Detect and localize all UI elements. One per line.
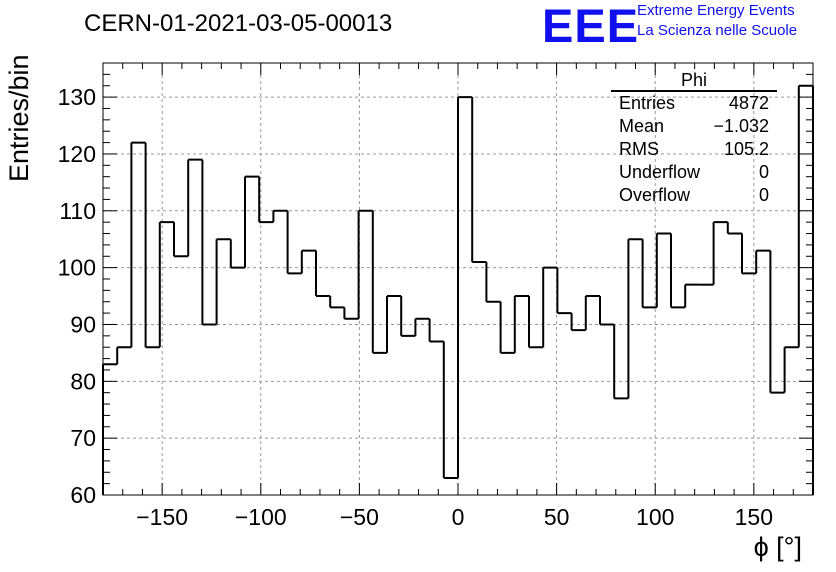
y-tick-label: 90 [70,311,96,337]
histogram-bin [116,346,132,365]
histogram-bin [329,296,345,309]
histogram-bin [300,249,316,274]
histogram-bin [726,222,742,235]
histogram-bin [442,341,458,479]
stats-box: Phi Entries 4872 Mean −1.032 RMS 105.2 U… [611,70,777,207]
histogram-bin [400,296,416,337]
y-axis-label: Entries/bin [4,54,34,182]
histogram-bin [670,233,686,309]
stats-row-rms: RMS 105.2 [611,138,777,161]
stats-label: Overflow [619,185,691,205]
histogram-bin [158,221,174,348]
histogram-bin [627,238,643,399]
x-tick-label: −100 [235,504,287,530]
histogram-bin [386,295,402,353]
histogram-bin [144,142,160,349]
logo-subtitle-line1: Extreme Energy Events [637,2,795,19]
chart-title: CERN-01-2021-03-05-00013 [84,10,393,37]
y-tick-label: 70 [70,425,96,451]
histogram-bin [570,313,586,332]
histogram-bin [272,209,288,223]
histogram-bin [741,233,757,275]
stats-label: Underflow [619,162,701,182]
x-tick-label: −150 [136,504,188,530]
histogram-bin [414,317,430,336]
y-tick-label: 60 [70,482,96,508]
histogram-bin [797,84,813,348]
histogram-bin [599,296,615,326]
stats-value: 105.2 [723,139,769,159]
histogram-bin [712,221,728,285]
stats-row-overflow: Overflow 0 [611,184,777,207]
stats-label: Entries [619,93,676,113]
histogram-bin [187,158,203,257]
stats-label: Mean [619,116,665,136]
histogram-bin [584,295,600,331]
histogram-bin [457,96,473,478]
histogram-bin [357,209,373,319]
histogram-bin [485,261,501,303]
histogram-bin [315,250,331,298]
y-tick-label: 110 [59,198,96,224]
x-axis-label: ϕ [°] [753,532,802,562]
y-tick-label: 120 [58,141,96,167]
y-tick-label: 80 [70,368,96,394]
histogram-bin [215,238,231,325]
y-tick-label: 100 [58,255,96,281]
y-tick-label: 130 [58,84,96,110]
histogram-bin [258,176,274,224]
x-tick-label: −50 [340,504,379,530]
x-tick-label: 50 [544,504,570,530]
histogram-bin [428,318,444,343]
histogram-bin [528,296,544,349]
histogram-bin [755,249,771,274]
stats-title: Phi [611,70,777,92]
stats-row-underflow: Underflow 0 [611,161,777,184]
histogram-bin [684,283,700,308]
histogram-bin [286,210,302,275]
histogram-bin [343,307,359,320]
stats-value: 0 [758,185,769,205]
histogram-bin [769,250,785,394]
x-tick-label: 0 [452,504,465,530]
histogram-bin [513,295,529,353]
histogram-bin [542,266,558,348]
histogram-bin [641,239,657,309]
stats-value: 0 [758,162,769,182]
stats-row-mean: Mean −1.032 [611,115,777,138]
stats-value: 4872 [728,93,769,113]
stats-value: −1.032 [713,116,769,136]
histogram-bin [229,239,245,269]
histogram-bin [499,301,515,354]
histogram-bin [471,97,487,263]
stats-label: RMS [619,139,659,159]
histogram-bin [613,324,629,400]
x-tick-label: 100 [636,504,674,530]
x-tick-label: 150 [735,504,773,530]
histogram-bin [556,267,572,315]
histogram-bin [244,175,260,268]
eee-logo: EEE [542,0,640,52]
histogram-bin [201,159,217,326]
x-axis: −150 −100 −50 0 50 100 150 [102,63,814,530]
histogram-bin [371,210,387,354]
logo-subtitle-line2: La Scienza nelle Scuole [637,22,798,39]
histogram-bin [655,232,671,308]
y-axis: 60 70 80 90 100 110 120 130 [58,62,813,508]
stats-row-entries: Entries 4872 [611,92,777,115]
histogram-bin [783,346,799,393]
histogram-bin [173,222,189,258]
histogram-bin [130,141,146,348]
